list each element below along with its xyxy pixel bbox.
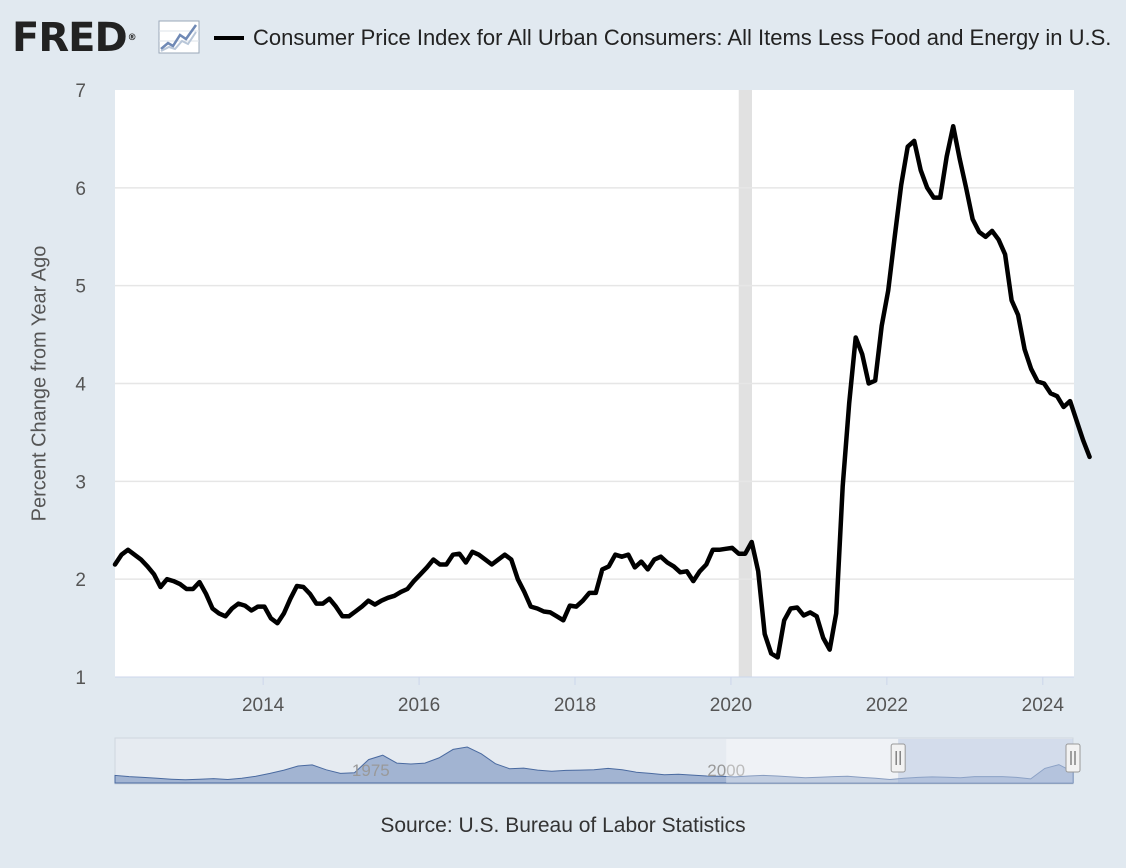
- navigator-year-label: 2000: [707, 761, 745, 780]
- x-tick-label: 2020: [710, 695, 752, 716]
- x-tick-label: 2024: [1022, 695, 1065, 716]
- x-axis-tick-labels: 2014 2016 2018 2020 2022 2024: [115, 676, 1074, 716]
- y-axis-label: Percent Change from Year Ago: [28, 246, 50, 522]
- y-tick-label: 4: [75, 375, 86, 396]
- x-tick-label: 2016: [398, 695, 440, 716]
- x-tick-label: 2018: [554, 695, 596, 716]
- logo-registered-mark: ®: [127, 33, 137, 43]
- source-note: Source: U.S. Bureau of Labor Statistics: [380, 814, 746, 837]
- chart-title: Consumer Price Index for All Urban Consu…: [253, 25, 1111, 50]
- x-tick-label: 2014: [242, 695, 285, 716]
- x-tick-label: 2022: [866, 695, 908, 716]
- navigator-left-handle[interactable]: [890, 743, 906, 773]
- navigator-year-label: 1975: [352, 761, 390, 780]
- fred-logo[interactable]: FRED®: [12, 14, 137, 62]
- legend-series-swatch: [214, 36, 244, 40]
- y-tick-label: 6: [75, 179, 86, 200]
- time-navigator[interactable]: 1975 2000: [0, 735, 1126, 787]
- y-tick-label: 3: [75, 472, 86, 493]
- line-graph-icon: [158, 20, 200, 54]
- grid-lines: [115, 187, 1074, 580]
- y-tick-label: 5: [75, 277, 86, 298]
- y-tick-label: 1: [75, 668, 86, 689]
- main-chart: 1 2 3 4 5 6 7 2014 2016 2018 2020 2022 2024 Percent…: [28, 81, 1092, 716]
- chart-header: FRED® Consumer Price Index for All Urban…: [0, 0, 1126, 78]
- navigator-year-labels: 1975 2000: [352, 761, 745, 780]
- navigator-selected-range[interactable]: [898, 739, 1073, 783]
- y-tick-label: 2: [75, 570, 86, 591]
- series-line-core-cpi[interactable]: [112, 123, 1092, 660]
- y-tick-label: 7: [75, 81, 86, 102]
- logo-text: FRED: [12, 15, 128, 61]
- navigator-outside-mask: [726, 739, 899, 783]
- navigator-right-handle[interactable]: [1065, 743, 1081, 773]
- y-axis-tick-labels: 1 2 3 4 5 6 7: [75, 81, 86, 689]
